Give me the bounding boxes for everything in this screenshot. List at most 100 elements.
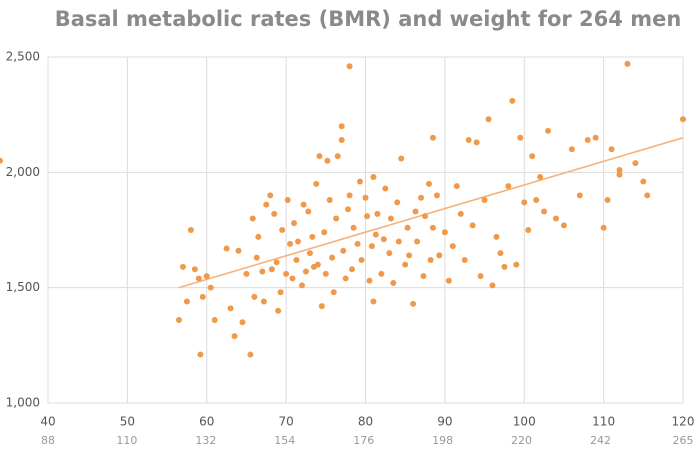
point (342, 275, 349, 282)
point (592, 134, 599, 141)
point (330, 289, 337, 296)
point (372, 231, 379, 238)
point (268, 266, 275, 273)
x-tick-label: 40 (40, 415, 55, 429)
point (493, 233, 500, 240)
x2-tick-label: 154 (274, 434, 295, 447)
point (345, 206, 352, 213)
point (429, 134, 436, 141)
point (398, 155, 405, 162)
point (481, 197, 488, 204)
point (329, 254, 336, 261)
point (273, 259, 280, 266)
point (485, 116, 492, 123)
point (370, 298, 377, 305)
point (465, 137, 472, 144)
point (364, 213, 371, 220)
point (362, 194, 369, 201)
point (239, 319, 246, 326)
point (340, 247, 347, 254)
point (349, 266, 356, 273)
point (277, 289, 284, 296)
point (271, 210, 278, 217)
point (284, 197, 291, 204)
point (299, 282, 305, 289)
point (410, 300, 417, 307)
x2-tick-label: 242 (590, 434, 611, 447)
point (354, 240, 361, 247)
point (187, 227, 194, 233)
point (441, 229, 448, 236)
x2-tick-label: 220 (511, 434, 532, 447)
point (235, 247, 242, 254)
point (414, 238, 421, 245)
point (293, 256, 300, 263)
point (289, 275, 296, 282)
point (402, 261, 409, 268)
x-tick-label: 100 (513, 415, 536, 429)
y-tick-label: 2,000 (6, 165, 40, 179)
point (380, 236, 387, 243)
point (309, 233, 316, 240)
point (324, 157, 331, 164)
point (287, 240, 294, 247)
point (386, 250, 393, 257)
point (333, 215, 340, 222)
x-tick-label: 90 (437, 415, 452, 429)
x-tick-label: 70 (278, 415, 293, 429)
point (207, 284, 214, 291)
point (326, 197, 333, 204)
point (616, 167, 623, 174)
point (600, 224, 607, 231)
point (346, 63, 353, 70)
point (356, 178, 363, 185)
point (394, 199, 401, 206)
point (197, 351, 204, 358)
point (366, 277, 373, 284)
point (584, 137, 591, 144)
point (350, 224, 357, 231)
point (255, 233, 262, 240)
point (227, 305, 234, 312)
point (422, 213, 429, 220)
point (302, 268, 309, 275)
point (283, 270, 290, 277)
x-tick-label: 50 (120, 415, 135, 429)
point (253, 254, 260, 261)
point (183, 298, 190, 305)
point (390, 280, 397, 287)
point (322, 270, 329, 277)
point (316, 153, 323, 160)
point (604, 197, 611, 204)
point (368, 243, 375, 250)
point (334, 153, 341, 160)
point (382, 185, 389, 192)
point (295, 238, 302, 245)
point (247, 351, 254, 358)
point (473, 139, 480, 146)
point (497, 250, 504, 257)
point (251, 293, 258, 300)
point (263, 201, 270, 208)
point (0, 157, 3, 164)
point (461, 256, 468, 263)
point (436, 252, 443, 259)
point (338, 123, 345, 130)
point (395, 238, 402, 245)
point (418, 194, 425, 201)
point (429, 224, 436, 231)
point (318, 303, 325, 310)
point (191, 266, 198, 273)
point (314, 261, 321, 268)
x2-tick-label: 198 (432, 434, 453, 447)
x-tick-label: 80 (358, 415, 373, 429)
x2-tick-label: 265 (673, 434, 694, 447)
point (223, 245, 230, 252)
point (608, 146, 615, 153)
x-tick-label: 110 (592, 415, 615, 429)
point (259, 268, 266, 275)
point (404, 224, 411, 231)
point (370, 173, 377, 180)
point (533, 197, 540, 204)
